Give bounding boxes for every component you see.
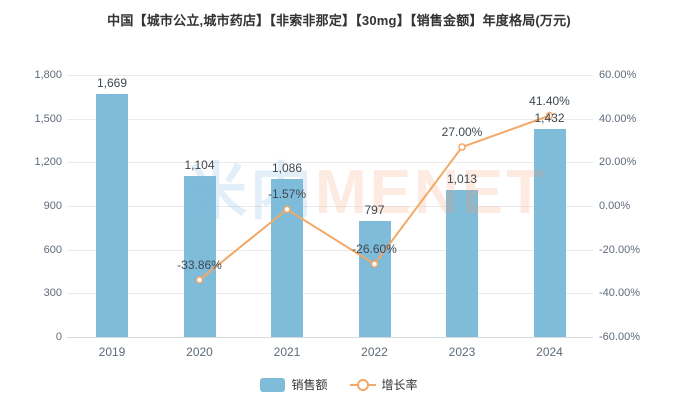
growth-value-label: 27.00%	[441, 125, 483, 140]
x-axis-label: 2022	[361, 345, 388, 359]
growth-value-label: 41.40%	[529, 93, 570, 108]
gridline	[67, 206, 593, 207]
growth-line-marker[interactable]	[283, 205, 291, 214]
x-axis-label: 2021	[273, 345, 301, 359]
growth-value-label: -33.86%	[177, 257, 222, 272]
right-axis-tick: 40.00%	[599, 112, 637, 125]
gridline	[67, 337, 593, 338]
growth-line-marker[interactable]	[458, 143, 466, 151]
sales-bar[interactable]	[96, 94, 128, 337]
right-axis-tick: -20.00%	[599, 243, 640, 256]
bar-value-label: 1,086	[271, 160, 303, 175]
right-axis-tick: -60.00%	[599, 331, 640, 343]
right-axis-tick: -40.00%	[599, 287, 640, 300]
growth-line-marker[interactable]	[545, 111, 554, 120]
legend-growth-label: 增长率	[381, 378, 418, 392]
sales-bar[interactable]	[358, 220, 391, 337]
left-axis-tick: 900	[43, 200, 62, 212]
legend-line-swatch-icon	[349, 378, 376, 392]
growth-line-marker[interactable]	[195, 276, 204, 284]
gridline	[67, 162, 593, 164]
sales-bar[interactable]	[271, 178, 303, 337]
left-axis-tick: 1,800	[34, 69, 62, 81]
x-axis-label: 2019	[98, 345, 126, 359]
legend: 销售额 增长率	[0, 376, 678, 393]
gridline	[67, 293, 593, 295]
growth-value-label: -26.60%	[352, 242, 397, 257]
growth-line-marker[interactable]	[370, 260, 379, 268]
bar-value-label: 1,013	[446, 171, 478, 186]
bar-value-label: 1,432	[534, 110, 565, 125]
x-axis-label: 2024	[536, 345, 563, 359]
left-axis-tick: 0	[55, 331, 62, 343]
legend-sales-label: 销售额	[291, 378, 328, 392]
x-axis-label: 2020	[186, 345, 213, 359]
left-axis-tick: 1,500	[34, 112, 62, 125]
bar-value-label: 797	[364, 202, 385, 217]
right-axis-tick: 0.00%	[599, 200, 631, 212]
chart-title: 中国【城市公立,城市药店】【非索非那定】【30mg】【销售金额】年度格局(万元)	[107, 13, 571, 28]
legend-item-sales[interactable]: 销售额	[260, 376, 328, 393]
gridline	[67, 118, 593, 120]
legend-line-marker-icon	[356, 378, 369, 391]
left-axis-tick: 1,200	[34, 156, 62, 169]
x-axis-label: 2023	[448, 345, 476, 359]
sales-bar[interactable]	[533, 128, 566, 337]
right-axis-tick: 60.00%	[599, 69, 637, 81]
legend-item-growth[interactable]: 增长率	[349, 376, 418, 393]
left-axis-tick: 600	[43, 243, 62, 256]
legend-bar-swatch-icon	[260, 377, 286, 392]
left-axis-tick: 300	[43, 287, 62, 300]
bar-value-label: 1,669	[96, 76, 128, 91]
gridline	[67, 75, 593, 76]
bar-value-label: 1,104	[184, 158, 215, 173]
growth-value-label: -1.57%	[267, 187, 307, 202]
sales-bar[interactable]	[183, 176, 216, 337]
gridline	[67, 249, 593, 251]
sales-bar[interactable]	[446, 189, 478, 337]
right-axis-tick: 20.00%	[599, 156, 637, 169]
